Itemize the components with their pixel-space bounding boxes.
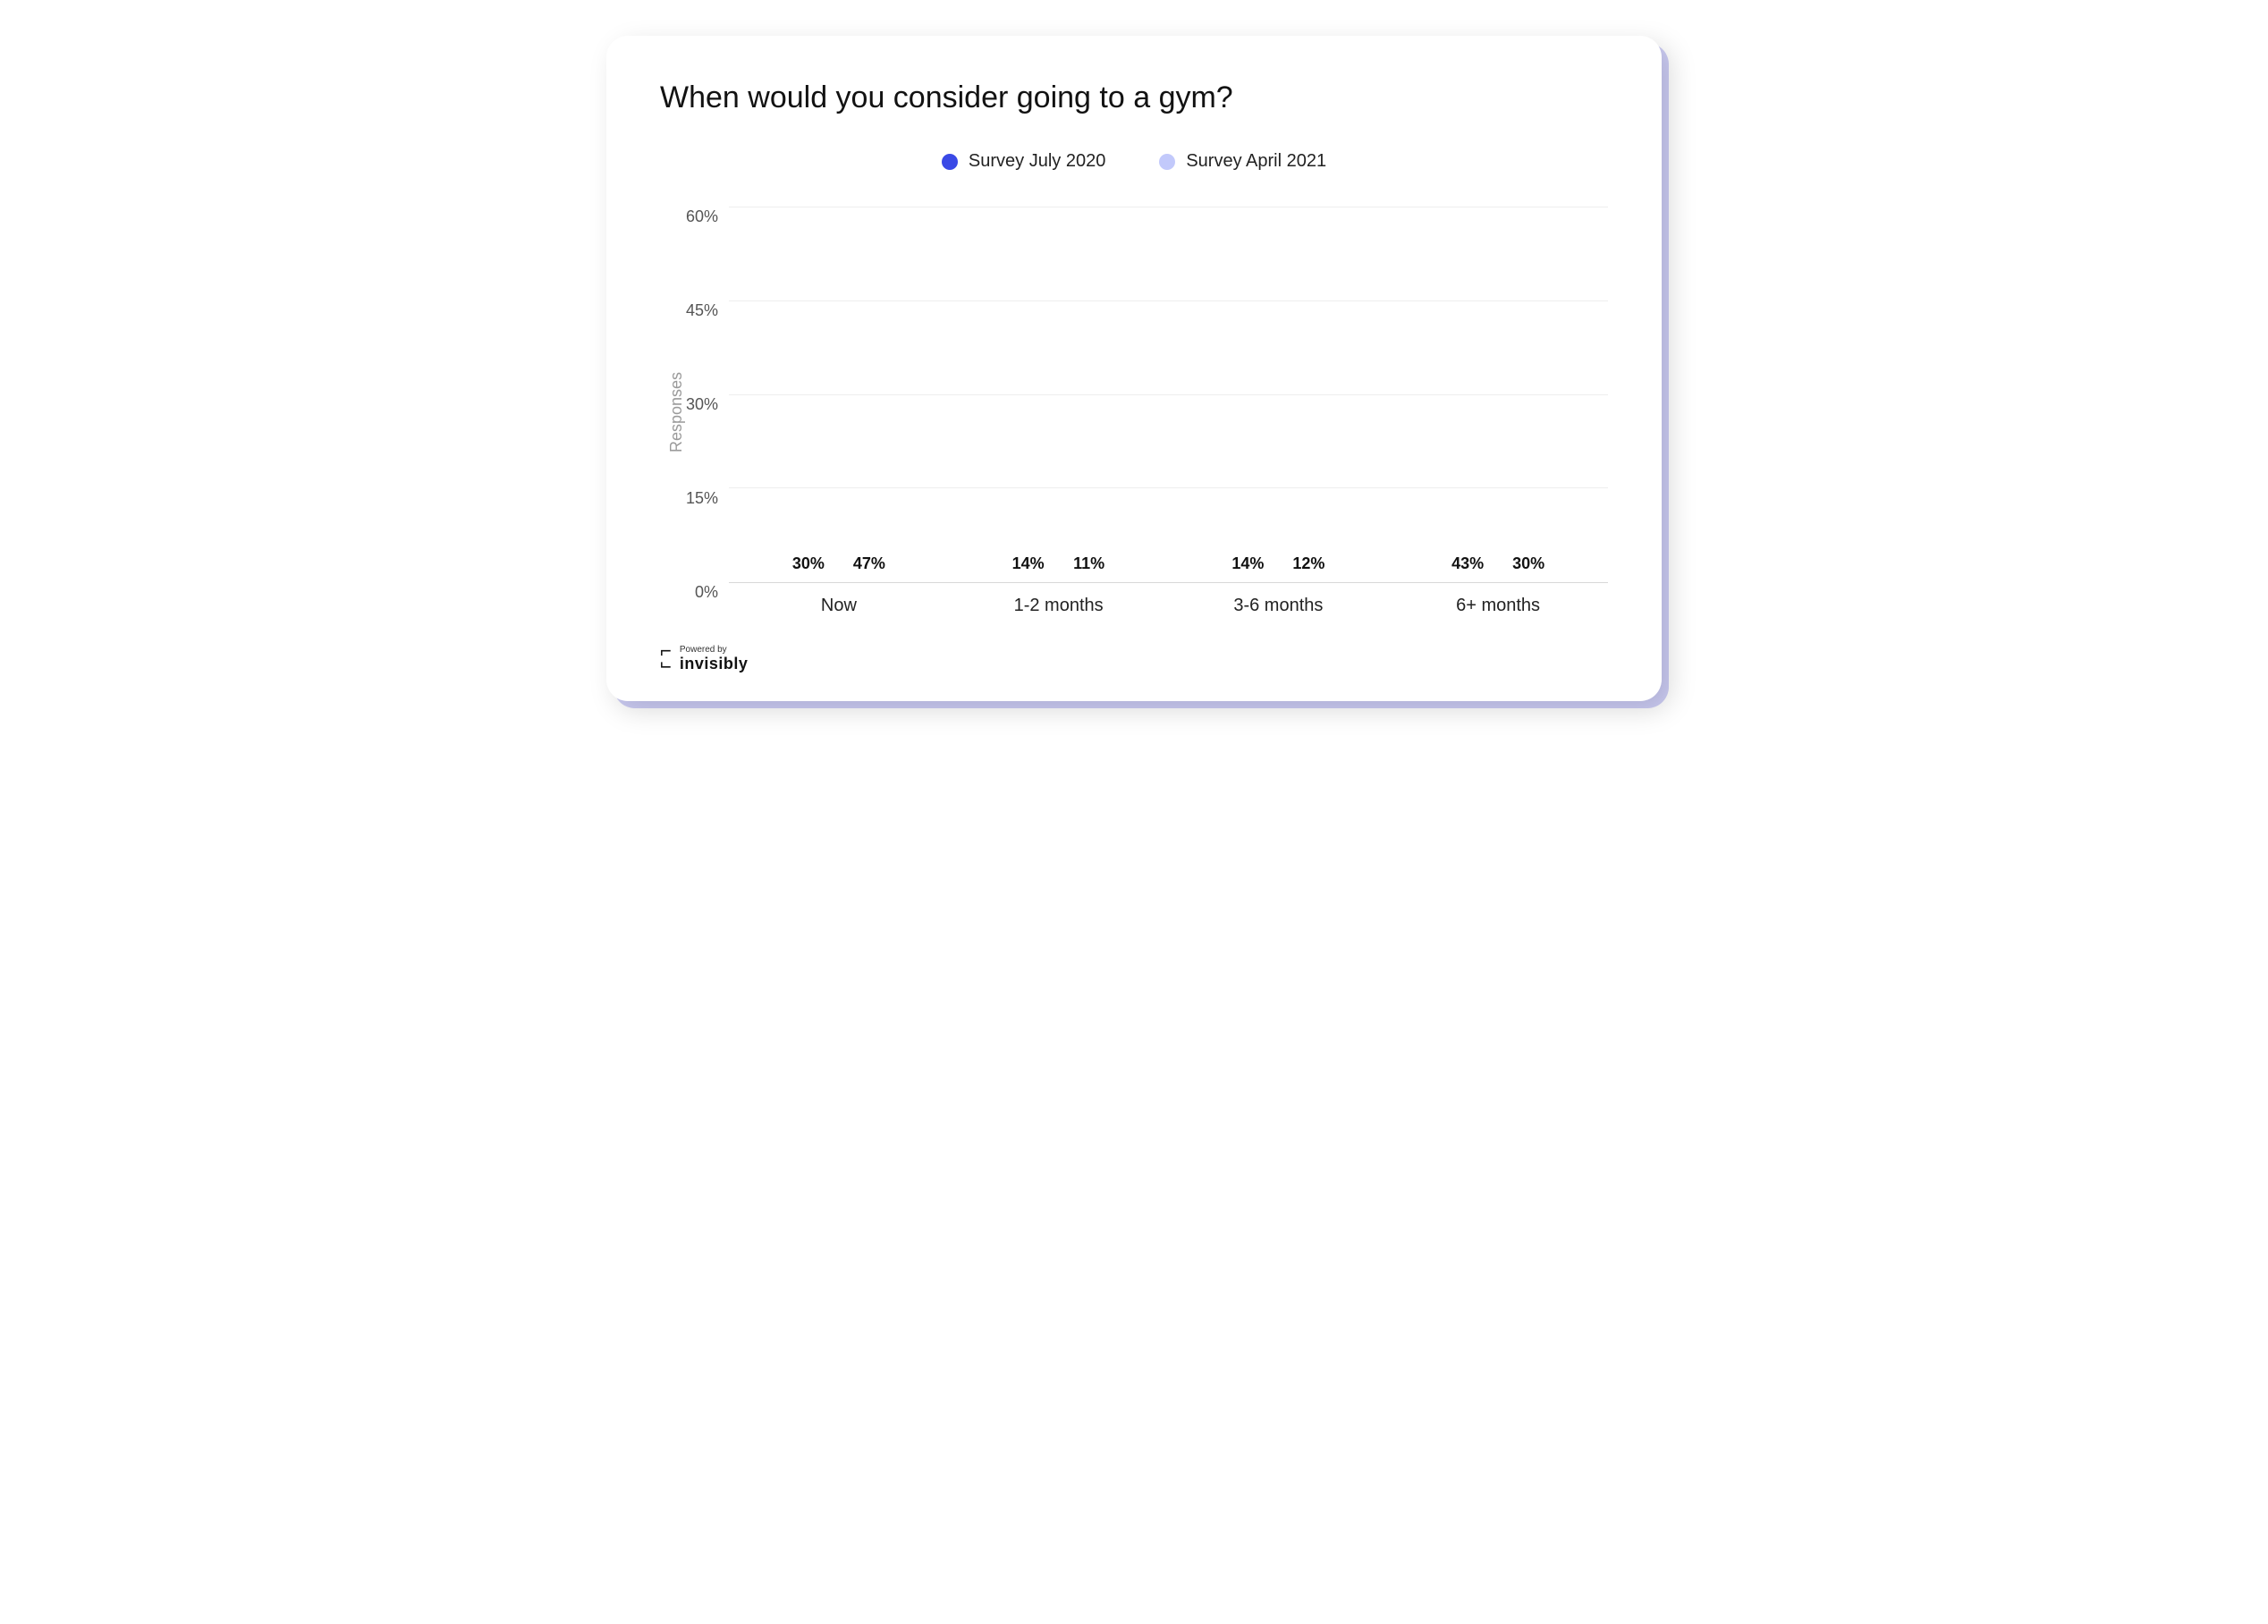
bar-label-3-6-s1: 12% [1292,554,1324,573]
x-label-0: Now [781,596,897,616]
plot-area: 30% 47% 14% 11% 14% 12% 43% 30% [729,207,1608,583]
bar-label-3-6-s0: 14% [1231,554,1264,573]
legend-item-0: Survey July 2020 [942,151,1105,172]
footer: ⌐⌐ Powered by invisibly [660,643,1608,674]
bar-label-6plus-s1: 30% [1512,554,1544,573]
bar-groups: 30% 47% 14% 11% 14% 12% 43% 30% [729,207,1608,582]
bar-label-now-s1: 47% [853,554,885,573]
bar-label-now-s0: 30% [792,554,825,573]
legend-label-1: Survey April 2021 [1186,151,1326,172]
powered-by-label: Powered by [680,645,749,655]
y-axis-ticks: 60% 45% 30% 15% 0% [686,207,729,583]
chart-title: When would you consider going to a gym? [660,80,1608,115]
x-label-2: 3-6 months [1220,596,1336,616]
legend-item-1: Survey April 2021 [1159,151,1326,172]
x-axis-labels: Now 1-2 months 3-6 months 6+ months [729,596,1608,616]
bar-label-6plus-s0: 43% [1451,554,1484,573]
bar-label-1-2-s1: 11% [1073,554,1104,573]
chart-area: Responses 60% 45% 30% 15% 0% 30% 47% [660,207,1608,616]
x-label-3: 6+ months [1440,596,1556,616]
x-label-1: 1-2 months [1001,596,1117,616]
y-axis-label: Responses [660,207,686,616]
bar-label-1-2-s0: 14% [1012,554,1045,573]
legend-label-0: Survey July 2020 [969,151,1105,172]
footer-text: Powered by invisibly [680,645,749,673]
brand-name: invisibly [680,655,749,673]
legend-swatch-0 [942,154,958,170]
chart-card: When would you consider going to a gym? … [606,36,1662,701]
brand-logo-icon: ⌐⌐ [660,643,671,674]
legend-swatch-1 [1159,154,1175,170]
legend: Survey July 2020 Survey April 2021 [660,151,1608,172]
